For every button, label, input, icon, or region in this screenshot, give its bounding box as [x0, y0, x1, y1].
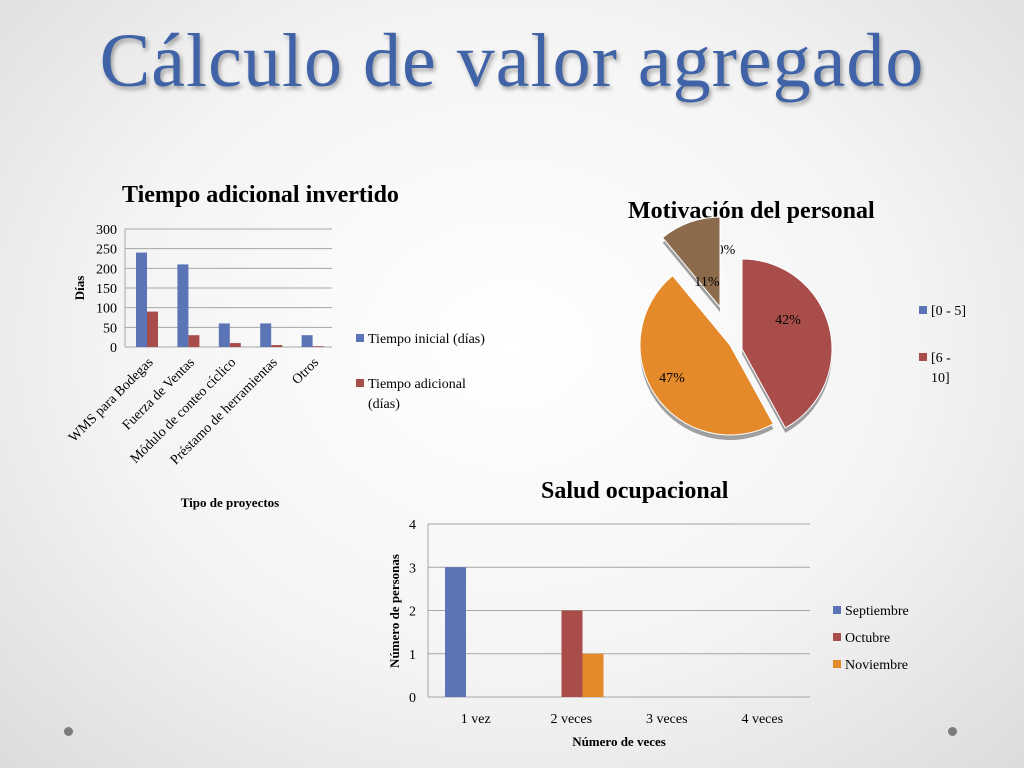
y-tick-label: 150: [96, 282, 117, 297]
bar: [260, 323, 272, 347]
x-axis-label: Tipo de proyectos: [181, 495, 279, 510]
bar: [312, 346, 324, 347]
chart-title-motivacion: Motivación del personal: [628, 198, 875, 224]
legend-label: Tiempo inicial (días): [368, 332, 485, 347]
y-tick-label: 50: [103, 321, 117, 336]
chart-title-salud: Salud ocupacional: [541, 478, 729, 504]
pie-data-label: 0%: [717, 243, 736, 258]
chart-title-tiempo: Tiempo adicional invertido: [122, 182, 399, 208]
x-tick-label: 1 vez: [461, 712, 491, 727]
bar: [218, 323, 230, 347]
legend-swatch: [833, 633, 841, 641]
y-tick-label: 300: [96, 223, 117, 238]
legend-label: Octubre: [845, 631, 890, 646]
y-tick-label: 2: [409, 605, 416, 620]
legend-swatch: [919, 306, 927, 314]
y-tick-label: 0: [110, 341, 117, 356]
x-tick-label: 2 veces: [550, 712, 592, 727]
legend-label: Tiempo adicional: [368, 377, 466, 392]
bar: [177, 264, 189, 347]
pie-data-label: 11%: [694, 275, 719, 290]
y-tick-label: 200: [96, 262, 117, 277]
nav-next-dot[interactable]: [948, 727, 957, 736]
bar: [147, 311, 158, 347]
legend-label: (días): [368, 397, 400, 412]
y-tick-label: 100: [96, 302, 117, 317]
pie-slice: [639, 274, 775, 436]
pie-slice: [661, 216, 721, 309]
legend-label: Noviembre: [845, 658, 908, 673]
pie-data-label: 42%: [775, 313, 801, 328]
legend-label: Septiembre: [845, 604, 909, 619]
legend-swatch: [356, 334, 364, 342]
legend-swatch: [833, 606, 841, 614]
legend-label: 10]: [931, 371, 950, 386]
bar: [561, 610, 583, 697]
y-axis-label: Número de personas: [387, 554, 402, 668]
y-tick-label: 4: [409, 518, 416, 533]
bar: [229, 343, 241, 347]
legend-label: [6 -: [931, 351, 951, 366]
y-tick-label: 250: [96, 243, 117, 258]
slide-title: Cálculo de valor agregado: [99, 19, 925, 103]
pie-slice: [741, 258, 833, 429]
pie-data-label: 47%: [659, 371, 685, 386]
x-tick-label: 4 veces: [741, 712, 783, 727]
bar: [271, 345, 283, 347]
y-axis-label: Días: [72, 276, 87, 301]
bar: [188, 335, 200, 347]
legend-swatch: [833, 660, 841, 668]
legend-swatch: [919, 353, 927, 361]
bar: [582, 653, 604, 697]
bar: [136, 252, 147, 347]
legend-swatch: [356, 379, 364, 387]
legend-label: [0 - 5]: [931, 304, 966, 319]
bar: [301, 335, 313, 347]
y-tick-label: 0: [409, 691, 416, 706]
x-axis-label: Número de veces: [572, 734, 666, 749]
y-tick-label: 3: [409, 561, 416, 576]
x-tick-label: 3 veces: [646, 712, 688, 727]
y-tick-label: 1: [409, 648, 416, 663]
nav-prev-dot[interactable]: [64, 727, 73, 736]
bar: [445, 567, 466, 697]
